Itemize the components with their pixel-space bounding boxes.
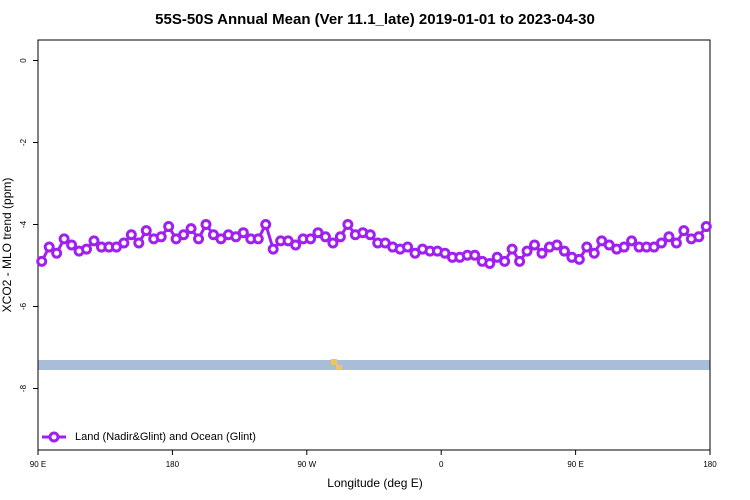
data-point bbox=[588, 247, 600, 259]
data-point bbox=[626, 235, 638, 247]
y-tick-label: -8 bbox=[19, 384, 28, 392]
coverage-marker bbox=[336, 365, 342, 370]
data-point bbox=[81, 243, 93, 255]
data-point bbox=[678, 225, 690, 237]
data-point bbox=[178, 229, 190, 241]
data-point bbox=[663, 231, 675, 243]
y-tick-label: -4 bbox=[19, 220, 28, 228]
data-point bbox=[43, 241, 55, 253]
x-tick-label: 180 bbox=[166, 460, 180, 469]
data-point bbox=[58, 233, 70, 245]
data-point bbox=[319, 231, 331, 243]
x-axis-label: Longitude (deg E) bbox=[327, 476, 422, 490]
data-point bbox=[558, 245, 570, 257]
data-point bbox=[364, 229, 376, 241]
y-tick-label: 0 bbox=[19, 58, 28, 63]
data-point bbox=[618, 241, 630, 253]
data-point bbox=[573, 253, 585, 265]
data-point bbox=[514, 255, 526, 267]
x-tick-label: 90 E bbox=[30, 460, 46, 469]
data-point bbox=[88, 235, 100, 247]
data-point bbox=[521, 245, 533, 257]
x-tick-label: 0 bbox=[439, 460, 444, 469]
data-point bbox=[693, 231, 705, 243]
coverage-band bbox=[38, 360, 710, 370]
legend-marker bbox=[48, 431, 60, 443]
data-point bbox=[163, 221, 175, 233]
x-tick-label: 180 bbox=[703, 460, 717, 469]
y-axis-label: XCO2 - MLO trend (ppm) bbox=[0, 178, 14, 313]
data-point bbox=[484, 257, 496, 269]
y-tick-label: -2 bbox=[19, 138, 28, 146]
data-point bbox=[133, 237, 145, 249]
data-point bbox=[290, 239, 302, 251]
data-point bbox=[267, 243, 279, 255]
data-point bbox=[551, 239, 563, 251]
data-point bbox=[655, 237, 667, 249]
data-point bbox=[140, 225, 152, 237]
data-point bbox=[670, 237, 682, 249]
legend-label: Land (Nadir&Glint) and Ocean (Glint) bbox=[75, 431, 256, 443]
data-point bbox=[252, 233, 264, 245]
plot-frame bbox=[37, 39, 711, 451]
data-point bbox=[327, 237, 339, 249]
data-point bbox=[125, 229, 137, 241]
data-point bbox=[193, 233, 205, 245]
data-point bbox=[469, 249, 481, 261]
x-tick-label: 90 W bbox=[297, 460, 316, 469]
data-point bbox=[581, 241, 593, 253]
data-point bbox=[529, 239, 541, 251]
data-point bbox=[305, 233, 317, 245]
data-point bbox=[402, 241, 414, 253]
data-point bbox=[118, 237, 130, 249]
data-point bbox=[185, 223, 197, 235]
x-tick-label: 90 E bbox=[567, 460, 583, 469]
legend: Land (Nadir&Glint) and Ocean (Glint) bbox=[42, 431, 256, 443]
y-tick-label: -6 bbox=[19, 302, 28, 310]
data-point bbox=[237, 227, 249, 239]
data-point bbox=[506, 243, 518, 255]
data-point bbox=[155, 231, 167, 243]
data-point bbox=[51, 247, 63, 259]
data-point bbox=[334, 231, 346, 243]
data-point bbox=[260, 219, 272, 230]
data-point bbox=[700, 221, 712, 233]
data-point bbox=[499, 255, 511, 267]
data-point bbox=[66, 239, 78, 251]
chart-title: 55S-50S Annual Mean (Ver 11.1_late) 2019… bbox=[155, 11, 595, 28]
data-point bbox=[536, 247, 548, 259]
data-point bbox=[200, 219, 212, 230]
coverage-marker bbox=[331, 359, 337, 365]
data-point bbox=[342, 219, 354, 230]
data-point bbox=[36, 255, 48, 267]
